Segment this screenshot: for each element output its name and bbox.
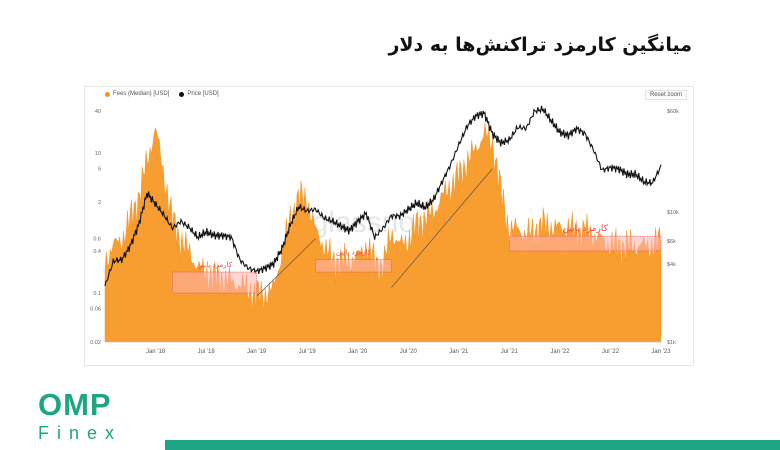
x-tick-label: Jul '21 bbox=[501, 349, 519, 355]
trend-line bbox=[256, 238, 316, 297]
fees-swatch-icon bbox=[105, 91, 110, 97]
trend-line bbox=[391, 168, 493, 288]
y-right-tick-label: $6k bbox=[667, 239, 676, 245]
low-fee-label: کارمزد پایین bbox=[336, 249, 372, 257]
y-right-tick-label: $4k bbox=[667, 262, 676, 268]
y-left-tick-label: 10 bbox=[95, 151, 101, 157]
y-left-tick-label: 6 bbox=[98, 167, 101, 173]
x-tick-label: Jul '19 bbox=[299, 349, 317, 355]
low-fee-label: کارمزد پایین bbox=[563, 224, 609, 234]
chart-card[interactable]: glassnode Jan '18 Jul '18 Jan '19 Jul '19 Ja… bbox=[84, 86, 694, 366]
reset-zoom-button[interactable]: Reset zoom bbox=[644, 90, 687, 100]
low-fee-zone bbox=[315, 259, 392, 273]
x-tick-label: Jan '20 bbox=[348, 349, 368, 355]
y-left-tick-label: 0.06 bbox=[90, 307, 101, 313]
price-series[interactable] bbox=[104, 105, 662, 287]
y-left-tick-label: 0.1 bbox=[93, 291, 101, 297]
logo-main-text: OMP bbox=[38, 387, 112, 422]
omp-finex-logo: OMP Finex bbox=[38, 387, 123, 444]
footer-accent-bar bbox=[165, 440, 780, 450]
x-tick-label: Jul '22 bbox=[602, 349, 620, 355]
price-swatch-icon bbox=[179, 91, 185, 97]
legend-item-fees[interactable]: Fees (Median) [USD] bbox=[105, 91, 169, 97]
y-left-tick-label: 2 bbox=[98, 200, 101, 206]
low-fee-zone bbox=[509, 235, 662, 252]
y-left-tick-label: 40 bbox=[95, 109, 101, 115]
page-title: میانگین کارمزد تراکنش‌ها به دلار bbox=[388, 34, 692, 56]
fees-price-chart[interactable]: glassnode Jan '18 Jul '18 Jan '19 Jul '19 Ja… bbox=[85, 87, 695, 367]
low-fee-label: کارمزد پایین bbox=[197, 261, 233, 269]
x-tick-label: Jan '23 bbox=[651, 349, 671, 355]
y-left-tick-label: 0.6 bbox=[93, 237, 101, 243]
legend-label-price: Price [USD] bbox=[187, 91, 219, 97]
x-tick-label: Jan '18 bbox=[146, 349, 166, 355]
y-left-tick-label: 0.4 bbox=[93, 249, 101, 255]
y-left-tick-label: 0.02 bbox=[90, 340, 101, 346]
x-tick-label: Jan '21 bbox=[449, 349, 469, 355]
x-tick-label: Jan '19 bbox=[247, 349, 267, 355]
logo-sub-text: Finex bbox=[38, 423, 123, 443]
legend-item-price[interactable]: Price [USD] bbox=[179, 91, 219, 97]
x-tick-label: Jan '22 bbox=[550, 349, 570, 355]
y-right-tick-label: $1k bbox=[667, 340, 676, 346]
x-tick-label: Jul '18 bbox=[198, 349, 216, 355]
low-fee-zone bbox=[172, 271, 257, 294]
chart-legend: Fees (Median) [USD] Price [USD] bbox=[105, 91, 219, 97]
y-right-tick-label: $60k bbox=[667, 109, 679, 115]
y-right-tick-label: $10k bbox=[667, 210, 679, 216]
x-tick-label: Jul '20 bbox=[400, 349, 418, 355]
legend-label-fees: Fees (Median) [USD] bbox=[113, 91, 170, 97]
